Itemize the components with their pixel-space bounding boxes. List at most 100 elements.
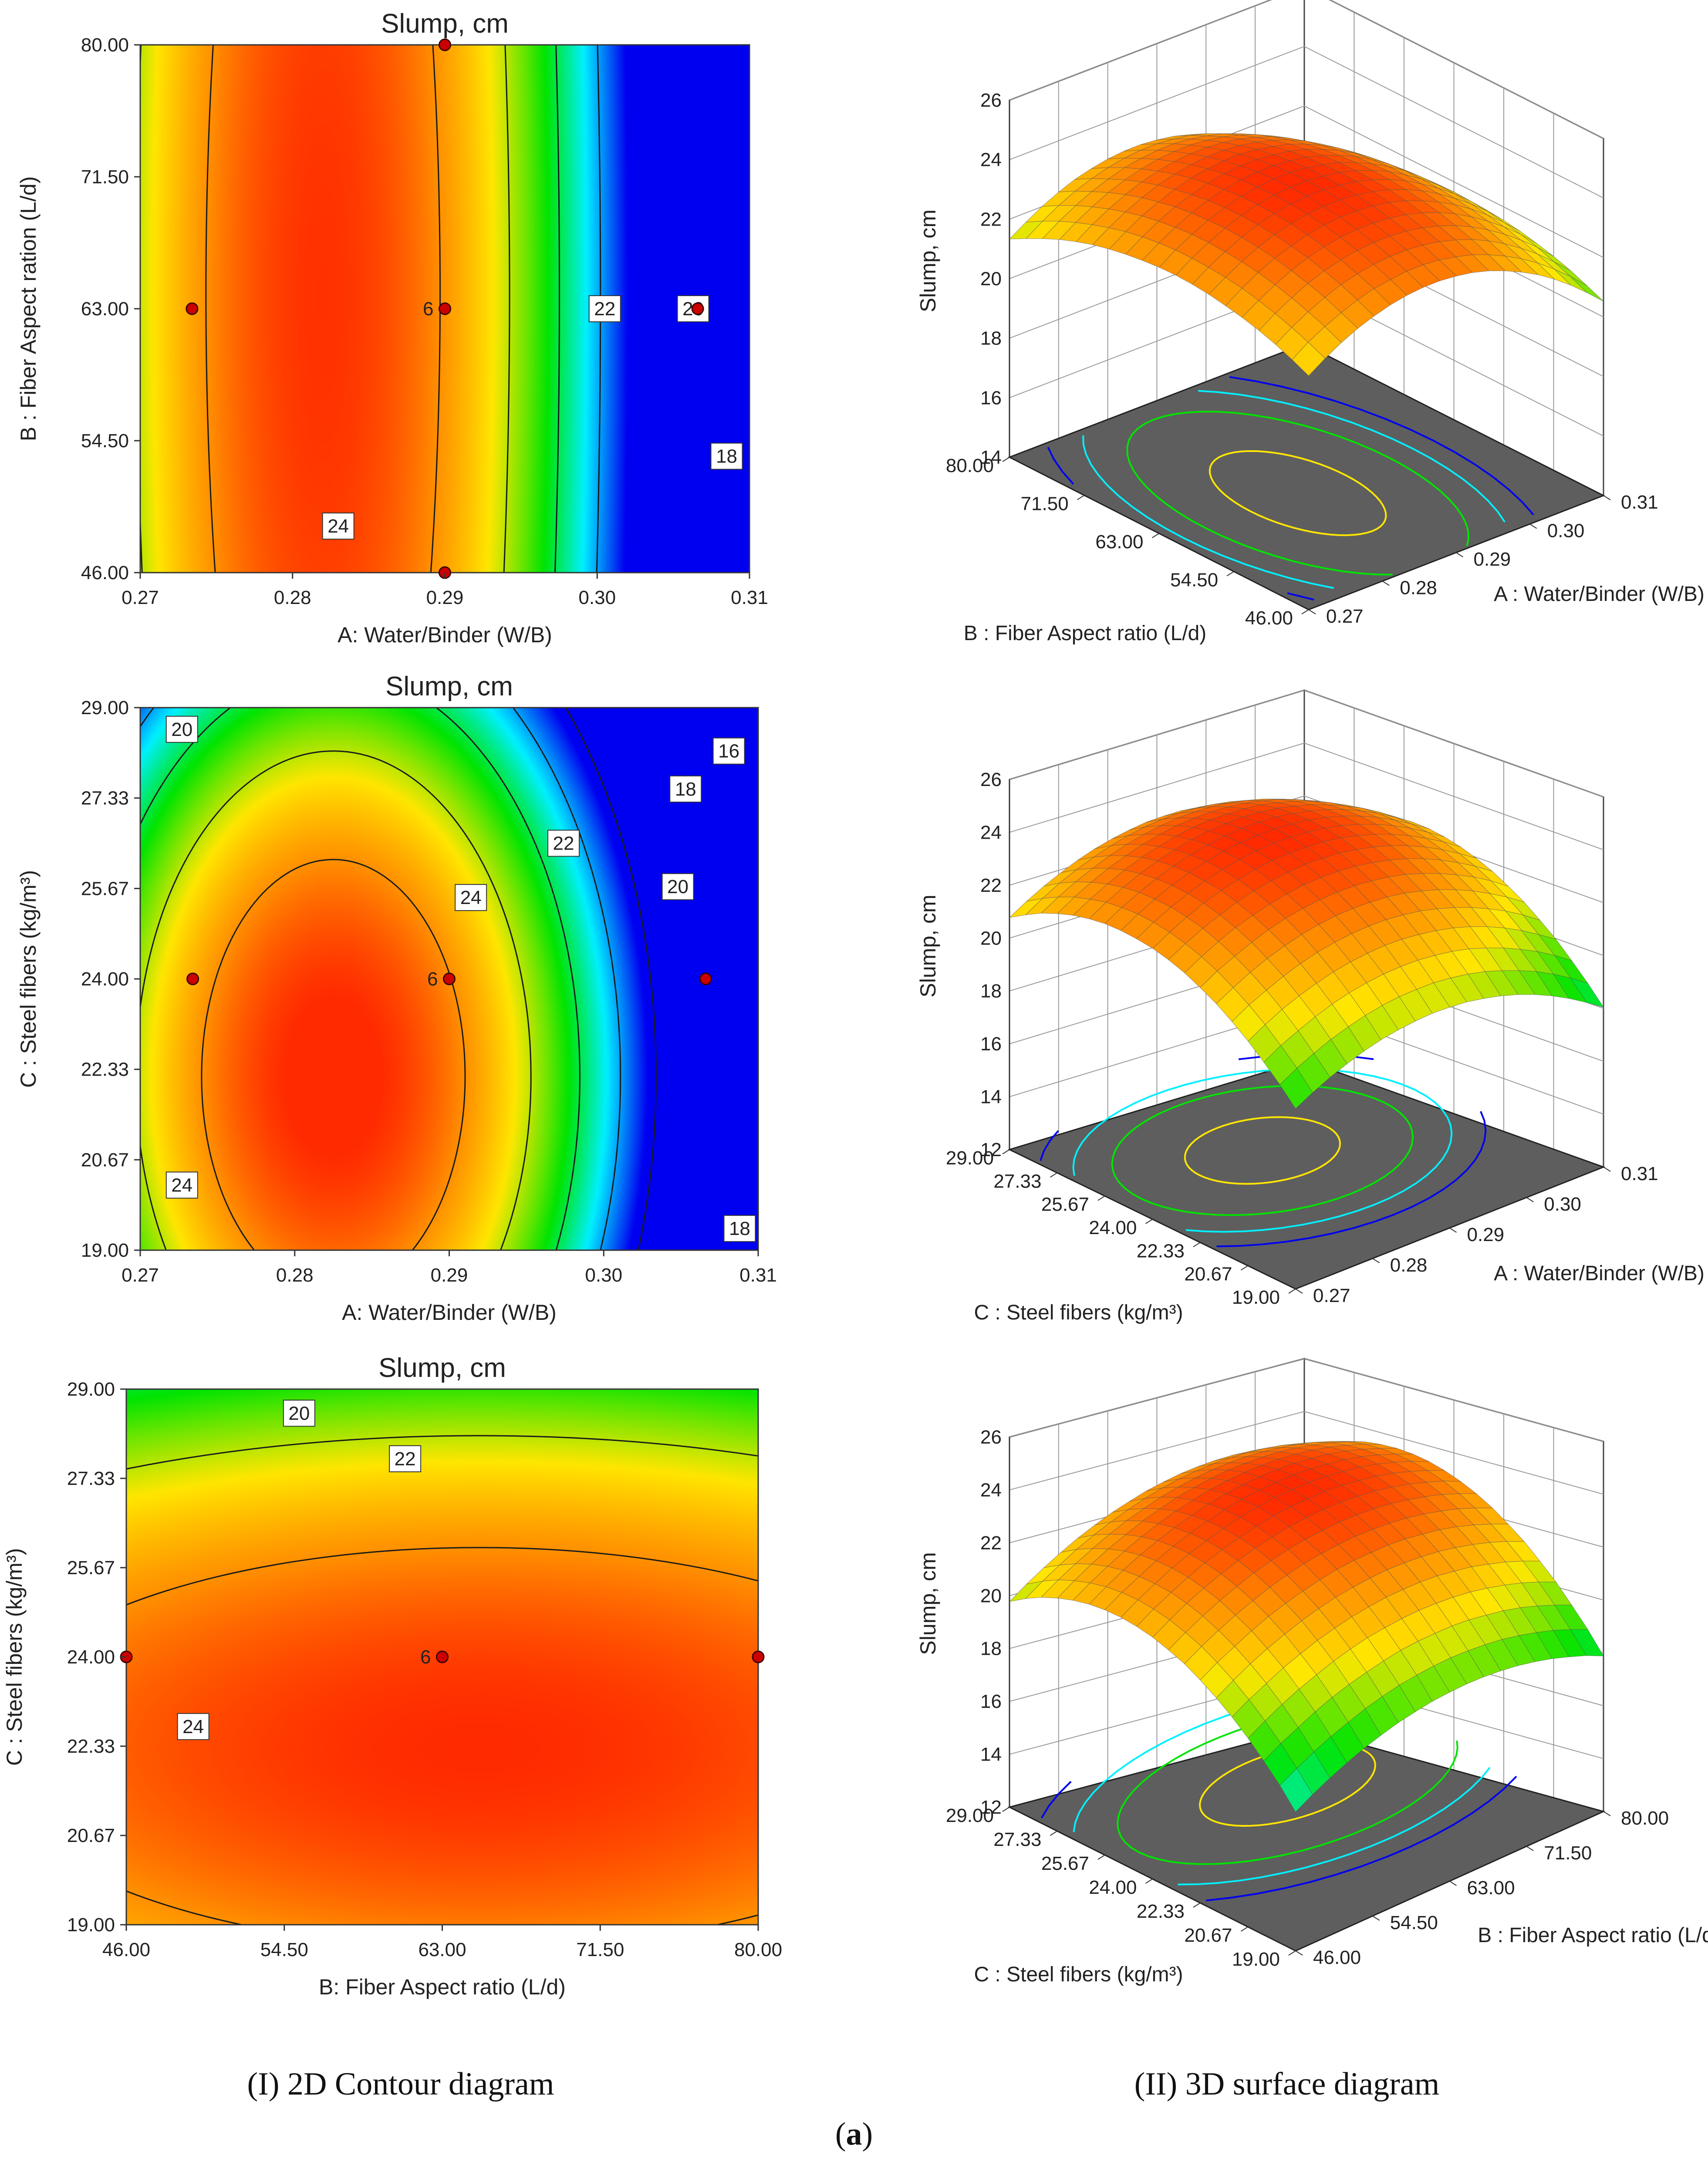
y-tick-mark [1288, 1950, 1296, 1956]
x-tick-mark [1603, 1167, 1611, 1172]
floor-contour [1206, 1776, 1517, 1902]
y-tick-label: 29.00 [946, 1805, 994, 1826]
design-point [443, 972, 456, 985]
x-tick-mark [1295, 1950, 1303, 1956]
x-axis-label: B: Fiber Aspect ratio (L/d) [319, 1975, 566, 1999]
floor-contour [1186, 1089, 1453, 1233]
contour-line-24 [201, 859, 466, 1250]
y-tick-label: 29.00 [946, 1147, 994, 1169]
contour-label-text: 24 [182, 1716, 204, 1737]
y-tick-label: 19.00 [1232, 1949, 1280, 1970]
x-tick-label: 71.50 [1544, 1842, 1592, 1864]
y-tick-label: 27.33 [993, 1171, 1041, 1192]
y-tick-label: 24.00 [1089, 1877, 1137, 1898]
x-tick-label: 0.31 [739, 1265, 777, 1286]
contour-label-box [165, 715, 198, 743]
x-tick-label: 0.30 [578, 587, 616, 608]
z-axis-label: Slump, cm [916, 1552, 940, 1655]
y-tick-mark [1301, 609, 1309, 614]
x-tick-label: 71.50 [576, 1939, 624, 1960]
floor-contour [1041, 1781, 1072, 1818]
y-tick-label: 54.50 [1170, 570, 1218, 591]
contour-label-text: 22 [395, 1448, 416, 1470]
response-surface [1009, 133, 1604, 376]
contour-label-1: 24 [322, 513, 354, 540]
y-tick-label: 22.33 [1137, 1901, 1185, 1922]
y-tick-label: 20.67 [1184, 1925, 1232, 1946]
z-tick-label: 24 [980, 1479, 1002, 1501]
panel-label-letter: a [846, 2116, 862, 2152]
x-tick-mark [1308, 609, 1316, 614]
contour-label-text: 22 [553, 833, 574, 854]
x-tick-label: 80.00 [734, 1939, 782, 1960]
contour-line-16 [565, 708, 657, 1250]
y-tick-label: 46.00 [81, 562, 129, 584]
contour-label-text: 18 [716, 446, 737, 467]
y-tick-mark [1097, 1195, 1105, 1201]
z-tick-label: 20 [980, 928, 1002, 949]
y-tick-label: 71.50 [81, 166, 129, 188]
x-tick-label: 46.00 [1313, 1947, 1361, 1968]
z-tick-label: 16 [980, 1691, 1002, 1712]
floor-contour [1040, 1130, 1059, 1161]
x-tick-label: 0.29 [1474, 549, 1511, 570]
y-tick-mark [1288, 1289, 1296, 1294]
y-tick-label: 25.67 [81, 878, 129, 899]
z-tick-label: 20 [980, 268, 1002, 290]
y-tick-label: 19.00 [1232, 1287, 1280, 1308]
caption-2d: (I) 2D Contour diagram [247, 2066, 554, 2102]
x-tick-label: 0.29 [1467, 1224, 1505, 1245]
x-tick-label: 0.30 [1547, 520, 1585, 542]
contour-label-box [547, 830, 580, 857]
y-tick-mark [1077, 495, 1085, 500]
y-tick-label: 20.67 [1184, 1264, 1232, 1285]
z-tick-label: 18 [980, 981, 1002, 1002]
x-tick-mark [1295, 1289, 1303, 1294]
contour-label-text: 24 [460, 887, 482, 908]
x-tick-mark [1449, 1881, 1457, 1886]
contour-label-box [669, 775, 702, 803]
contour-line-24 [126, 1547, 758, 1925]
floor-contour [1229, 376, 1434, 442]
z-tick-label: 24 [980, 149, 1002, 171]
contour-label-7: 24 [165, 1171, 198, 1199]
contour-label-5: 24 [455, 884, 487, 911]
y-tick-label: 20.67 [81, 1149, 129, 1171]
y-tick-label: 80.00 [81, 34, 129, 56]
contour-label-1: 20 [165, 715, 198, 743]
contour-label-text: 18 [675, 779, 696, 800]
z-tick-label: 12 [980, 1797, 1002, 1818]
contour-label-box [662, 873, 694, 901]
contour-label-box [165, 1171, 198, 1199]
x-tick-label: 54.50 [1390, 1912, 1438, 1933]
chart-title: Slump, cm [385, 671, 513, 702]
x-axis-label: A : Water/Binder (W/B) [1494, 583, 1705, 606]
x-tick-mark [1455, 552, 1464, 557]
design-point [439, 38, 451, 51]
contour-label-text: 20 [667, 876, 689, 897]
floor-contour [1178, 1767, 1491, 1886]
contour-panel-1: 2422201860.270.280.290.300.3146.0054.506… [16, 9, 768, 647]
design-point-count: 6 [423, 298, 433, 320]
floor-contour [1389, 457, 1470, 546]
chart-title: Slump, cm [381, 9, 509, 39]
y-tick-label: 27.33 [993, 1829, 1041, 1850]
x-tick-label: 63.00 [418, 1939, 466, 1960]
x-tick-label: 0.27 [1326, 606, 1364, 627]
x-tick-mark [1529, 523, 1537, 529]
contour-line-22 [140, 45, 510, 573]
y-tick-label: 80.00 [946, 455, 994, 476]
contour-label-text: 24 [327, 516, 349, 537]
contour-label-box [712, 737, 745, 765]
y-tick-label: 54.50 [81, 430, 129, 452]
surface-panel-1: 14 16 18 20 22 24 26 0.27 0.28 0.29 0.30 0.31 46.00 5… [916, 0, 1705, 645]
surface-panel-3: 12 14 16 18 20 22 24 26 46.00 54.50 63.00 71.50 80.0… [916, 1358, 1708, 1986]
y-axis-label: B : Fiber Aspect ratio (L/d) [964, 622, 1207, 645]
contour-line-18 [140, 708, 621, 1250]
contour-label-text: 22 [594, 298, 615, 320]
contour-label-text: 20 [288, 1403, 310, 1424]
floor-contour [1287, 592, 1314, 601]
y-tick-label: 22.33 [81, 1059, 129, 1080]
design-point [691, 302, 704, 315]
